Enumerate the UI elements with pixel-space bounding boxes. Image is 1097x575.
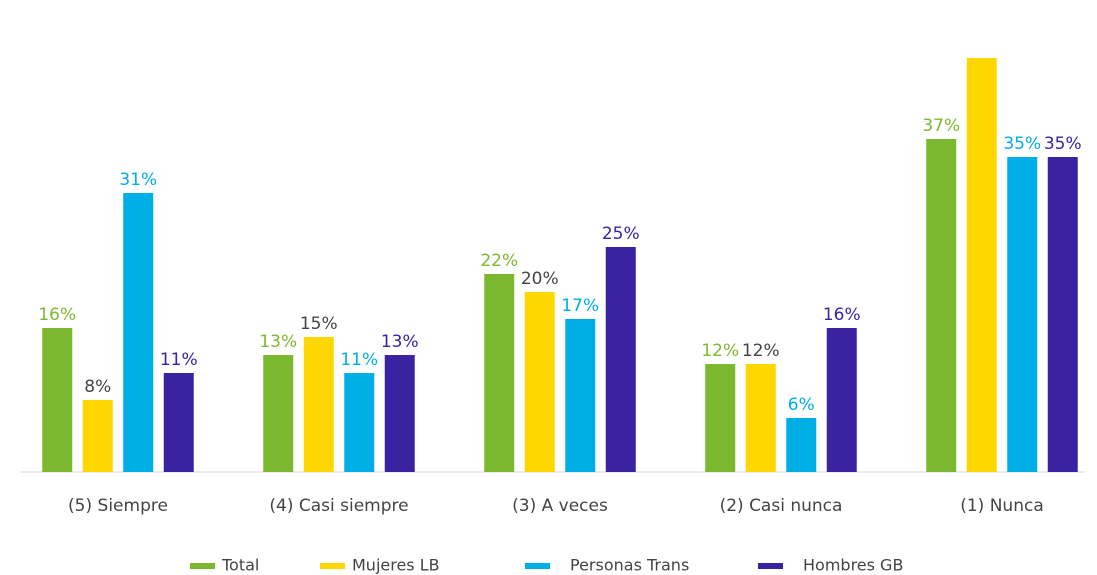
bar	[163, 373, 194, 472]
data-label: 35%	[1044, 134, 1082, 154]
data-label: 6%	[788, 395, 815, 415]
x-tick-label: (2) Casi nunca	[720, 496, 843, 516]
bar	[263, 355, 294, 472]
data-label: 8%	[84, 377, 111, 397]
legend-swatch	[758, 563, 783, 569]
legend-label: Mujeres LB	[352, 556, 440, 575]
legend-label: Personas Trans	[570, 556, 689, 575]
legend-swatch	[320, 563, 345, 569]
data-label: 13%	[259, 332, 297, 352]
bar	[344, 373, 375, 472]
data-label: 35%	[1003, 134, 1041, 154]
data-label: 31%	[119, 170, 157, 190]
data-label: 22%	[480, 251, 518, 271]
data-label: 13%	[381, 332, 419, 352]
bar	[524, 292, 555, 472]
bar	[303, 337, 334, 472]
x-tick-label: (4) Casi siempre	[269, 496, 408, 516]
data-label: 12%	[742, 341, 780, 361]
x-tick-label: (1) Nunca	[960, 496, 1044, 516]
data-label: 16%	[38, 305, 76, 325]
bar	[826, 328, 857, 472]
bar	[1007, 157, 1038, 472]
legend-label: Total	[221, 556, 259, 575]
bar	[705, 364, 736, 472]
data-label: 15%	[300, 314, 338, 334]
legend-swatch	[190, 563, 215, 569]
data-label: 25%	[602, 224, 640, 244]
data-label: 17%	[561, 296, 599, 316]
bar	[384, 355, 415, 472]
data-label: 11%	[160, 350, 198, 370]
legend-swatch	[525, 563, 550, 569]
bar	[484, 274, 515, 472]
bar	[605, 247, 636, 472]
bar	[82, 400, 113, 472]
bar	[966, 58, 997, 472]
x-tick-label: (5) Siempre	[68, 496, 168, 516]
data-label: 16%	[823, 305, 861, 325]
bar	[1047, 157, 1078, 472]
legend-label: Hombres GB	[803, 556, 903, 575]
bar	[745, 364, 776, 472]
bar	[42, 328, 73, 472]
data-label: 12%	[701, 341, 739, 361]
data-label: 11%	[340, 350, 378, 370]
data-label: 20%	[521, 269, 559, 289]
bar	[786, 418, 817, 472]
bar	[565, 319, 596, 472]
bar	[123, 193, 154, 472]
x-tick-label: (3) A veces	[512, 496, 608, 516]
data-label: 37%	[922, 116, 960, 136]
bar	[926, 139, 957, 472]
